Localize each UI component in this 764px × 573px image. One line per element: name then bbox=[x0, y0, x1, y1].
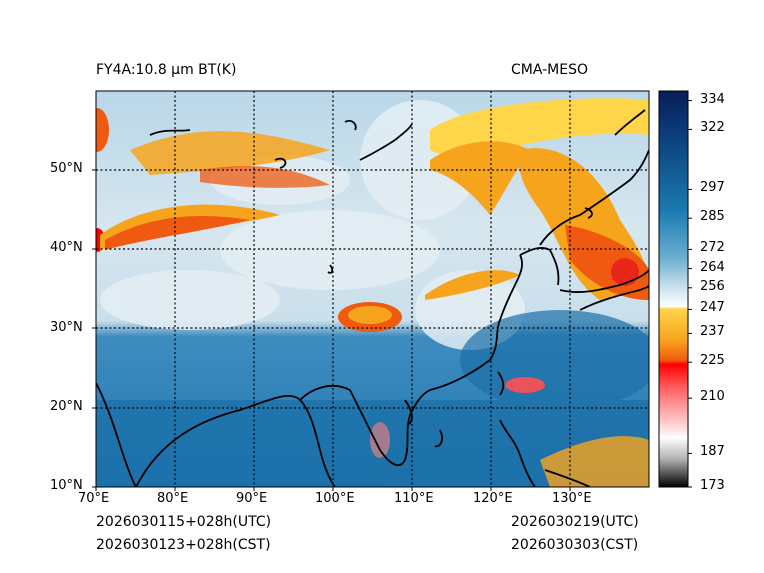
model-name: CMA-MESO bbox=[511, 62, 589, 78]
colorbar-tick-label: 247 bbox=[700, 300, 725, 316]
colorbar-tick-label: 285 bbox=[700, 209, 725, 225]
colorbar-tick-label: 264 bbox=[700, 259, 725, 275]
colorbar-tick-label: 322 bbox=[700, 120, 725, 136]
lon-tick-label: 80°E bbox=[157, 491, 189, 506]
lat-tick-label: 20°N bbox=[50, 398, 83, 414]
colorbar-tick-label: 210 bbox=[700, 389, 725, 405]
colorbar-tick-label: 173 bbox=[700, 478, 725, 493]
lon-tick-label: 70°E bbox=[78, 491, 110, 506]
valid-time-utc: 2026030219(UTC) bbox=[511, 514, 639, 530]
lon-tick-label: 100°E bbox=[315, 491, 355, 506]
lat-tick-label: 40°N bbox=[50, 240, 83, 256]
product-title: FY4A:10.8 μm BT(K) bbox=[96, 62, 237, 78]
coastlines bbox=[96, 109, 649, 487]
colorbar-tick-label: 237 bbox=[700, 324, 725, 340]
colorbar bbox=[659, 91, 688, 487]
lat-tick-label: 30°N bbox=[50, 319, 83, 335]
colorbar-tick-label: 297 bbox=[700, 180, 725, 196]
lon-tick-label: 120°E bbox=[473, 491, 513, 506]
plot-frame bbox=[95, 90, 650, 488]
colorbar-tick-label: 272 bbox=[700, 240, 725, 256]
lon-tick-label: 130°E bbox=[552, 491, 592, 506]
cold-cloud-tops bbox=[96, 98, 649, 487]
colorbar-tick-label: 187 bbox=[700, 444, 725, 460]
lon-tick-label: 90°E bbox=[236, 491, 268, 506]
colorbar-frame bbox=[658, 90, 689, 488]
lat-tick-label: 50°N bbox=[50, 161, 83, 177]
init-time-utc: 2026030115+028h(UTC) bbox=[96, 514, 272, 530]
init-time-cst: 2026030123+028h(CST) bbox=[96, 537, 271, 553]
colorbar-tick-label: 256 bbox=[700, 278, 725, 294]
colorbar-tick-label: 334 bbox=[700, 91, 725, 107]
lon-tick-label: 110°E bbox=[394, 491, 434, 506]
valid-time-cst: 2026030303(CST) bbox=[511, 537, 639, 553]
graticule bbox=[96, 91, 649, 487]
axis-ticks bbox=[92, 169, 571, 491]
colorbar-tick-label: 225 bbox=[700, 353, 725, 369]
lat-tick-label: 10°N bbox=[50, 478, 83, 493]
